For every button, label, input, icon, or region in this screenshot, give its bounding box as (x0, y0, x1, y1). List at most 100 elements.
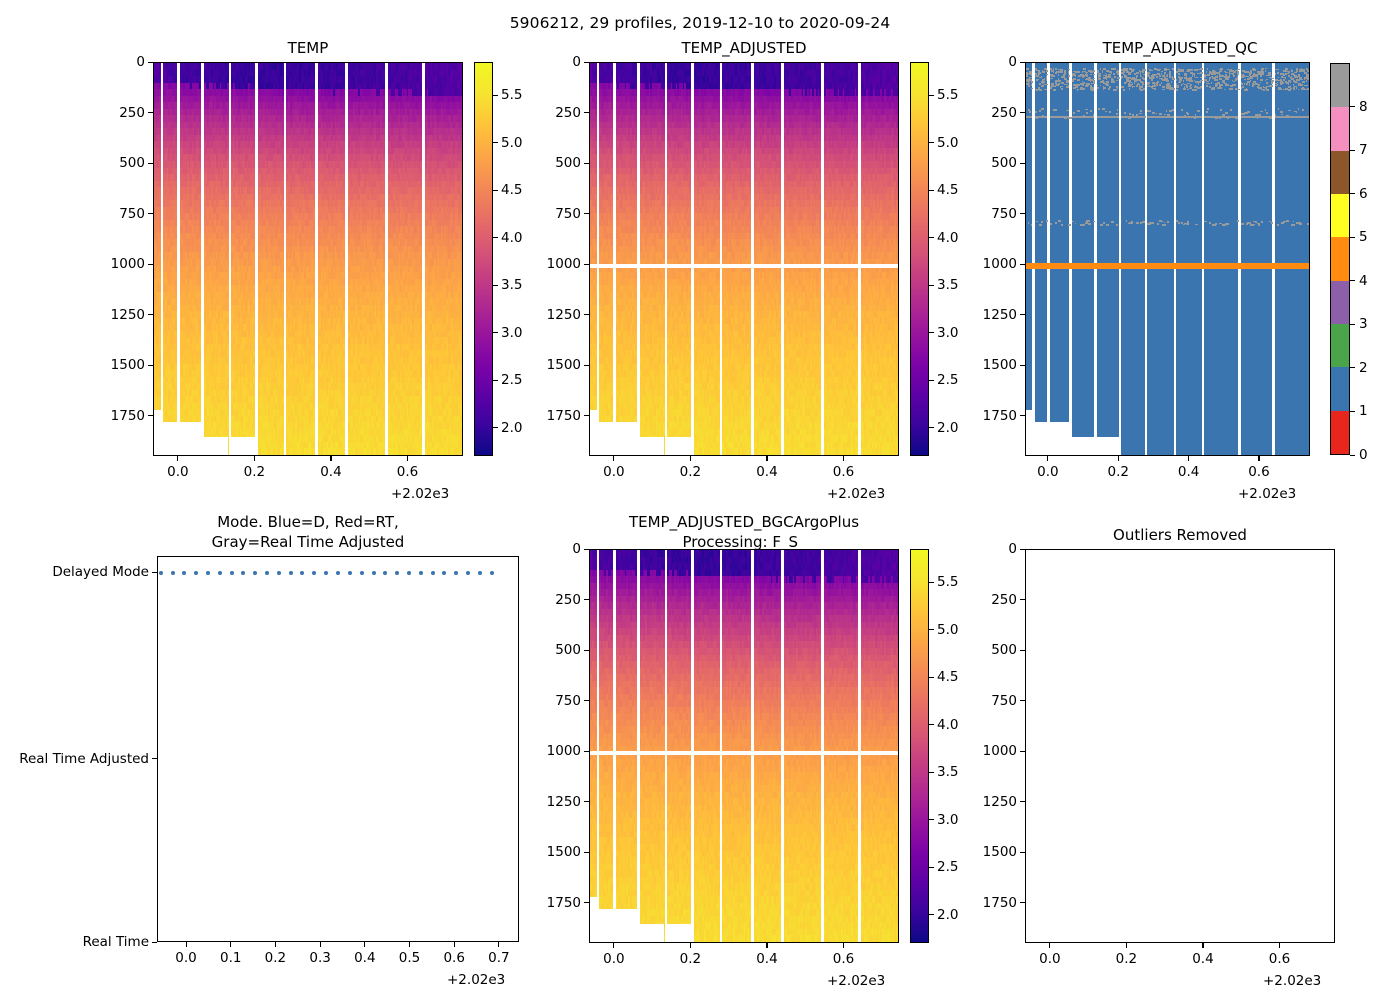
colorbar-tick-mark (929, 142, 934, 143)
qc-flag8-streak (1093, 221, 1095, 223)
qc-flag8-streak (1244, 79, 1246, 81)
qc-flag8-streak (1086, 72, 1087, 74)
ytick-label: 1000 (95, 256, 145, 272)
qc-flag8-streak (1187, 221, 1189, 223)
colorbar-tick-label: 5.5 (937, 574, 958, 590)
qc-flag8-streak (1093, 70, 1096, 72)
ytick-label: 0 (967, 54, 1017, 70)
mode-data-point (324, 571, 328, 575)
axes-temp-adjusted[interactable] (589, 62, 899, 456)
ytick-label: 250 (95, 105, 145, 121)
qc-flag8-streak (1124, 112, 1126, 114)
colorbar-tick-label: 4.5 (501, 182, 522, 198)
qc-flag8-streak (1194, 74, 1195, 76)
colorbar-tick-mark (929, 677, 934, 678)
qc-no-data-region (1072, 437, 1095, 455)
qc-flag8-streak (1159, 75, 1161, 77)
ytick-mark (584, 314, 589, 315)
ytick-mark (584, 163, 589, 164)
qc-flag8-streak (1108, 88, 1110, 90)
qc-flag8-streak (1106, 81, 1109, 83)
qc-flag8-streak (1200, 72, 1203, 74)
heatmap-profile-group (590, 550, 597, 942)
qc-flag8-streak (1176, 87, 1179, 89)
qc-flag8-streak (1117, 88, 1118, 90)
axes-bgc[interactable] (589, 549, 899, 943)
heatmap-profile-column (227, 63, 229, 455)
qc-flag8-streak (1195, 224, 1197, 226)
ytick-label: 1250 (531, 794, 581, 810)
heatmap-profile-group (694, 63, 720, 455)
qc-flag8-streak (1288, 83, 1289, 85)
qc-flag8-streak (1306, 80, 1307, 82)
qc-flag8-streak (1271, 222, 1273, 224)
qc-flag8-streak (1307, 223, 1309, 225)
axes-temp[interactable] (153, 62, 463, 456)
qc-flag8-streak (1157, 223, 1158, 225)
qc-flag8-streak (1085, 109, 1088, 111)
qc-flag8-streak (1249, 84, 1251, 86)
qc-flag8-streak (1277, 82, 1279, 84)
qc-flag8-streak (1116, 224, 1118, 226)
ytick-label: 750 (531, 206, 581, 222)
mode-data-point (265, 571, 269, 575)
axes-mode[interactable] (157, 556, 519, 942)
qc-no-data-region (1026, 410, 1032, 455)
axes-temp-adjusted-qc[interactable] (1025, 62, 1310, 456)
qc-flag8-streak (1195, 77, 1197, 79)
mode-data-point (454, 571, 458, 575)
qc-flag8-streak (1068, 69, 1070, 71)
qc-flag8-streak (1060, 86, 1063, 88)
qc-flag8-streak (1172, 109, 1174, 111)
colorbar-tick-mark (929, 772, 934, 773)
ytick-label: 1000 (531, 256, 581, 272)
qc-flag8-streak (1106, 224, 1109, 226)
mode-data-point (431, 571, 435, 575)
qc-flag8-streak (1186, 223, 1189, 225)
colorbar-tick-label: 3.5 (937, 764, 958, 780)
colorbar-segment-qc-3 (1331, 281, 1349, 324)
qc-flag8-streak (1186, 75, 1187, 77)
qc-flag8-streak (1268, 89, 1269, 91)
qc-flag8-streak (1061, 224, 1062, 226)
ytick-mark (1020, 751, 1025, 752)
colorbar-bgc (910, 549, 929, 943)
colorbar-tick-mark (493, 142, 498, 143)
qc-flag8-streak (1275, 73, 1276, 75)
mode-data-point (230, 571, 234, 575)
xaxis-offset-label: +2.02e3 (827, 486, 885, 502)
qc-flag8-streak (1136, 85, 1138, 87)
qc-flag8-streak (1181, 70, 1184, 72)
axes-outliers[interactable] (1025, 549, 1335, 943)
qc-flag8-streak (1046, 70, 1048, 72)
colorbar-tick-label: 2.5 (937, 859, 958, 875)
mode-data-point (383, 571, 387, 575)
qc-flag8-streak (1082, 224, 1086, 226)
qc-flag8-streak (1302, 109, 1304, 111)
xtick-mark (230, 942, 231, 947)
qc-flag8-streak (1266, 112, 1268, 114)
qc-flag8-streak (1162, 89, 1164, 91)
qc-flag8-streak (1147, 74, 1148, 76)
heatmap-profile-column (159, 63, 161, 455)
heatmap-profile-group (784, 550, 821, 942)
qc-flag8-streak (1046, 84, 1049, 86)
colorbar-tick-label: 4.5 (937, 669, 958, 685)
qc-flag8-streak (1156, 113, 1157, 115)
xtick-mark (1126, 943, 1127, 948)
ytick-mark (584, 902, 589, 903)
ytick-label: 1750 (95, 408, 145, 424)
qc-flag8-streak (1068, 224, 1071, 226)
qc-flag8-streak (1265, 109, 1266, 111)
ytick-mark (1020, 801, 1025, 802)
ytick-label: 250 (531, 105, 581, 121)
qc-flag8-streak (1029, 77, 1032, 79)
qc-flag8-streak (1058, 83, 1060, 85)
qc-flag8-streak (1058, 78, 1059, 80)
colorbar-tick-mark (493, 285, 498, 286)
mode-data-point (360, 571, 364, 575)
ytick-mark (148, 314, 153, 315)
panel-title-temp-adjusted: TEMP_ADJUSTED (589, 38, 899, 58)
qc-flag8-streak (1058, 74, 1060, 76)
ytick-mark (584, 415, 589, 416)
